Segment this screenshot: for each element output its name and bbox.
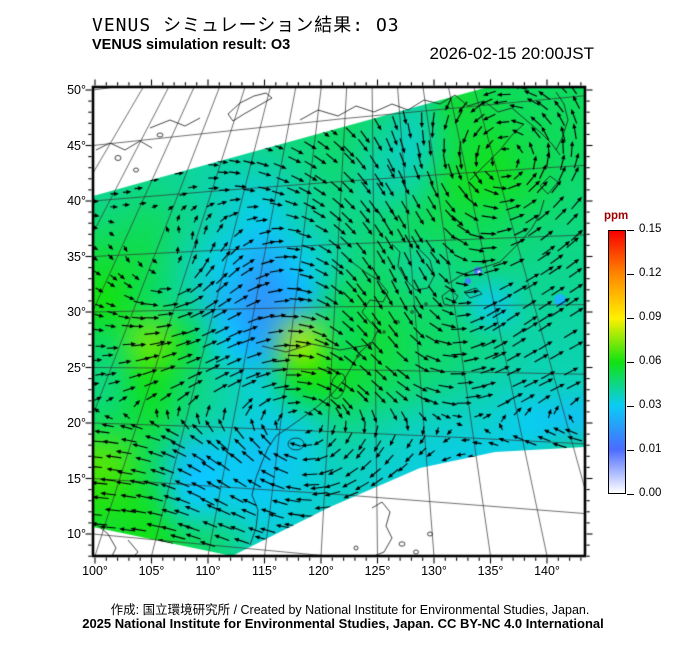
colorbar-tick bbox=[627, 274, 634, 276]
x-axis-tick-label: 140° bbox=[534, 564, 560, 578]
colorbar-tick bbox=[627, 406, 634, 408]
colorbar-unit-label: ppm bbox=[604, 210, 629, 222]
y-axis-tick-label: 45° bbox=[67, 138, 86, 153]
colorbar-tick-label: 0.15 bbox=[639, 223, 662, 235]
x-axis-tick-label: 135° bbox=[477, 564, 504, 578]
x-axis-tick-label: 100° bbox=[82, 564, 108, 578]
y-axis-tick-label: 10° bbox=[67, 527, 86, 541]
colorbar-tick-label: 0.00 bbox=[639, 487, 662, 499]
colorbar bbox=[608, 230, 626, 494]
colorbar-tick-label: 0.01 bbox=[639, 443, 662, 455]
x-axis-tick-label: 120° bbox=[308, 564, 334, 578]
attribution-line: 作成: 国立環境研究所 / Created by National Instit… bbox=[110, 603, 590, 617]
x-axis-tick-label: 110° bbox=[195, 564, 221, 578]
colorbar-tick-label: 0.09 bbox=[639, 311, 662, 323]
y-axis-tick-label: 35° bbox=[67, 249, 86, 264]
x-axis-tick-label: 115° bbox=[252, 564, 277, 578]
y-axis-tick-label: 50° bbox=[67, 83, 86, 97]
y-axis-tick-label: 20° bbox=[67, 416, 86, 430]
colorbar-tick bbox=[627, 318, 634, 320]
x-axis-tick-label: 125° bbox=[364, 564, 391, 578]
y-axis-tick-label: 25° bbox=[67, 360, 86, 375]
y-axis-tick-label: 15° bbox=[67, 471, 86, 486]
colorbar-tick bbox=[627, 230, 634, 232]
colorbar-tick-label: 0.12 bbox=[639, 267, 662, 279]
colorbar-tick-label: 0.06 bbox=[639, 355, 662, 367]
x-axis-tick-label: 130° bbox=[421, 564, 447, 578]
colorbar-tick bbox=[627, 450, 634, 452]
copyright-line: 2025 National Institute for Environmenta… bbox=[82, 616, 604, 631]
colorbar-tick-label: 0.03 bbox=[639, 399, 662, 411]
colorbar-tick bbox=[627, 362, 634, 364]
colorbar-tick bbox=[627, 494, 634, 496]
y-axis-tick-label: 30° bbox=[67, 305, 86, 319]
y-axis-tick-label: 40° bbox=[67, 194, 86, 208]
x-axis-tick-label: 105° bbox=[138, 564, 165, 578]
